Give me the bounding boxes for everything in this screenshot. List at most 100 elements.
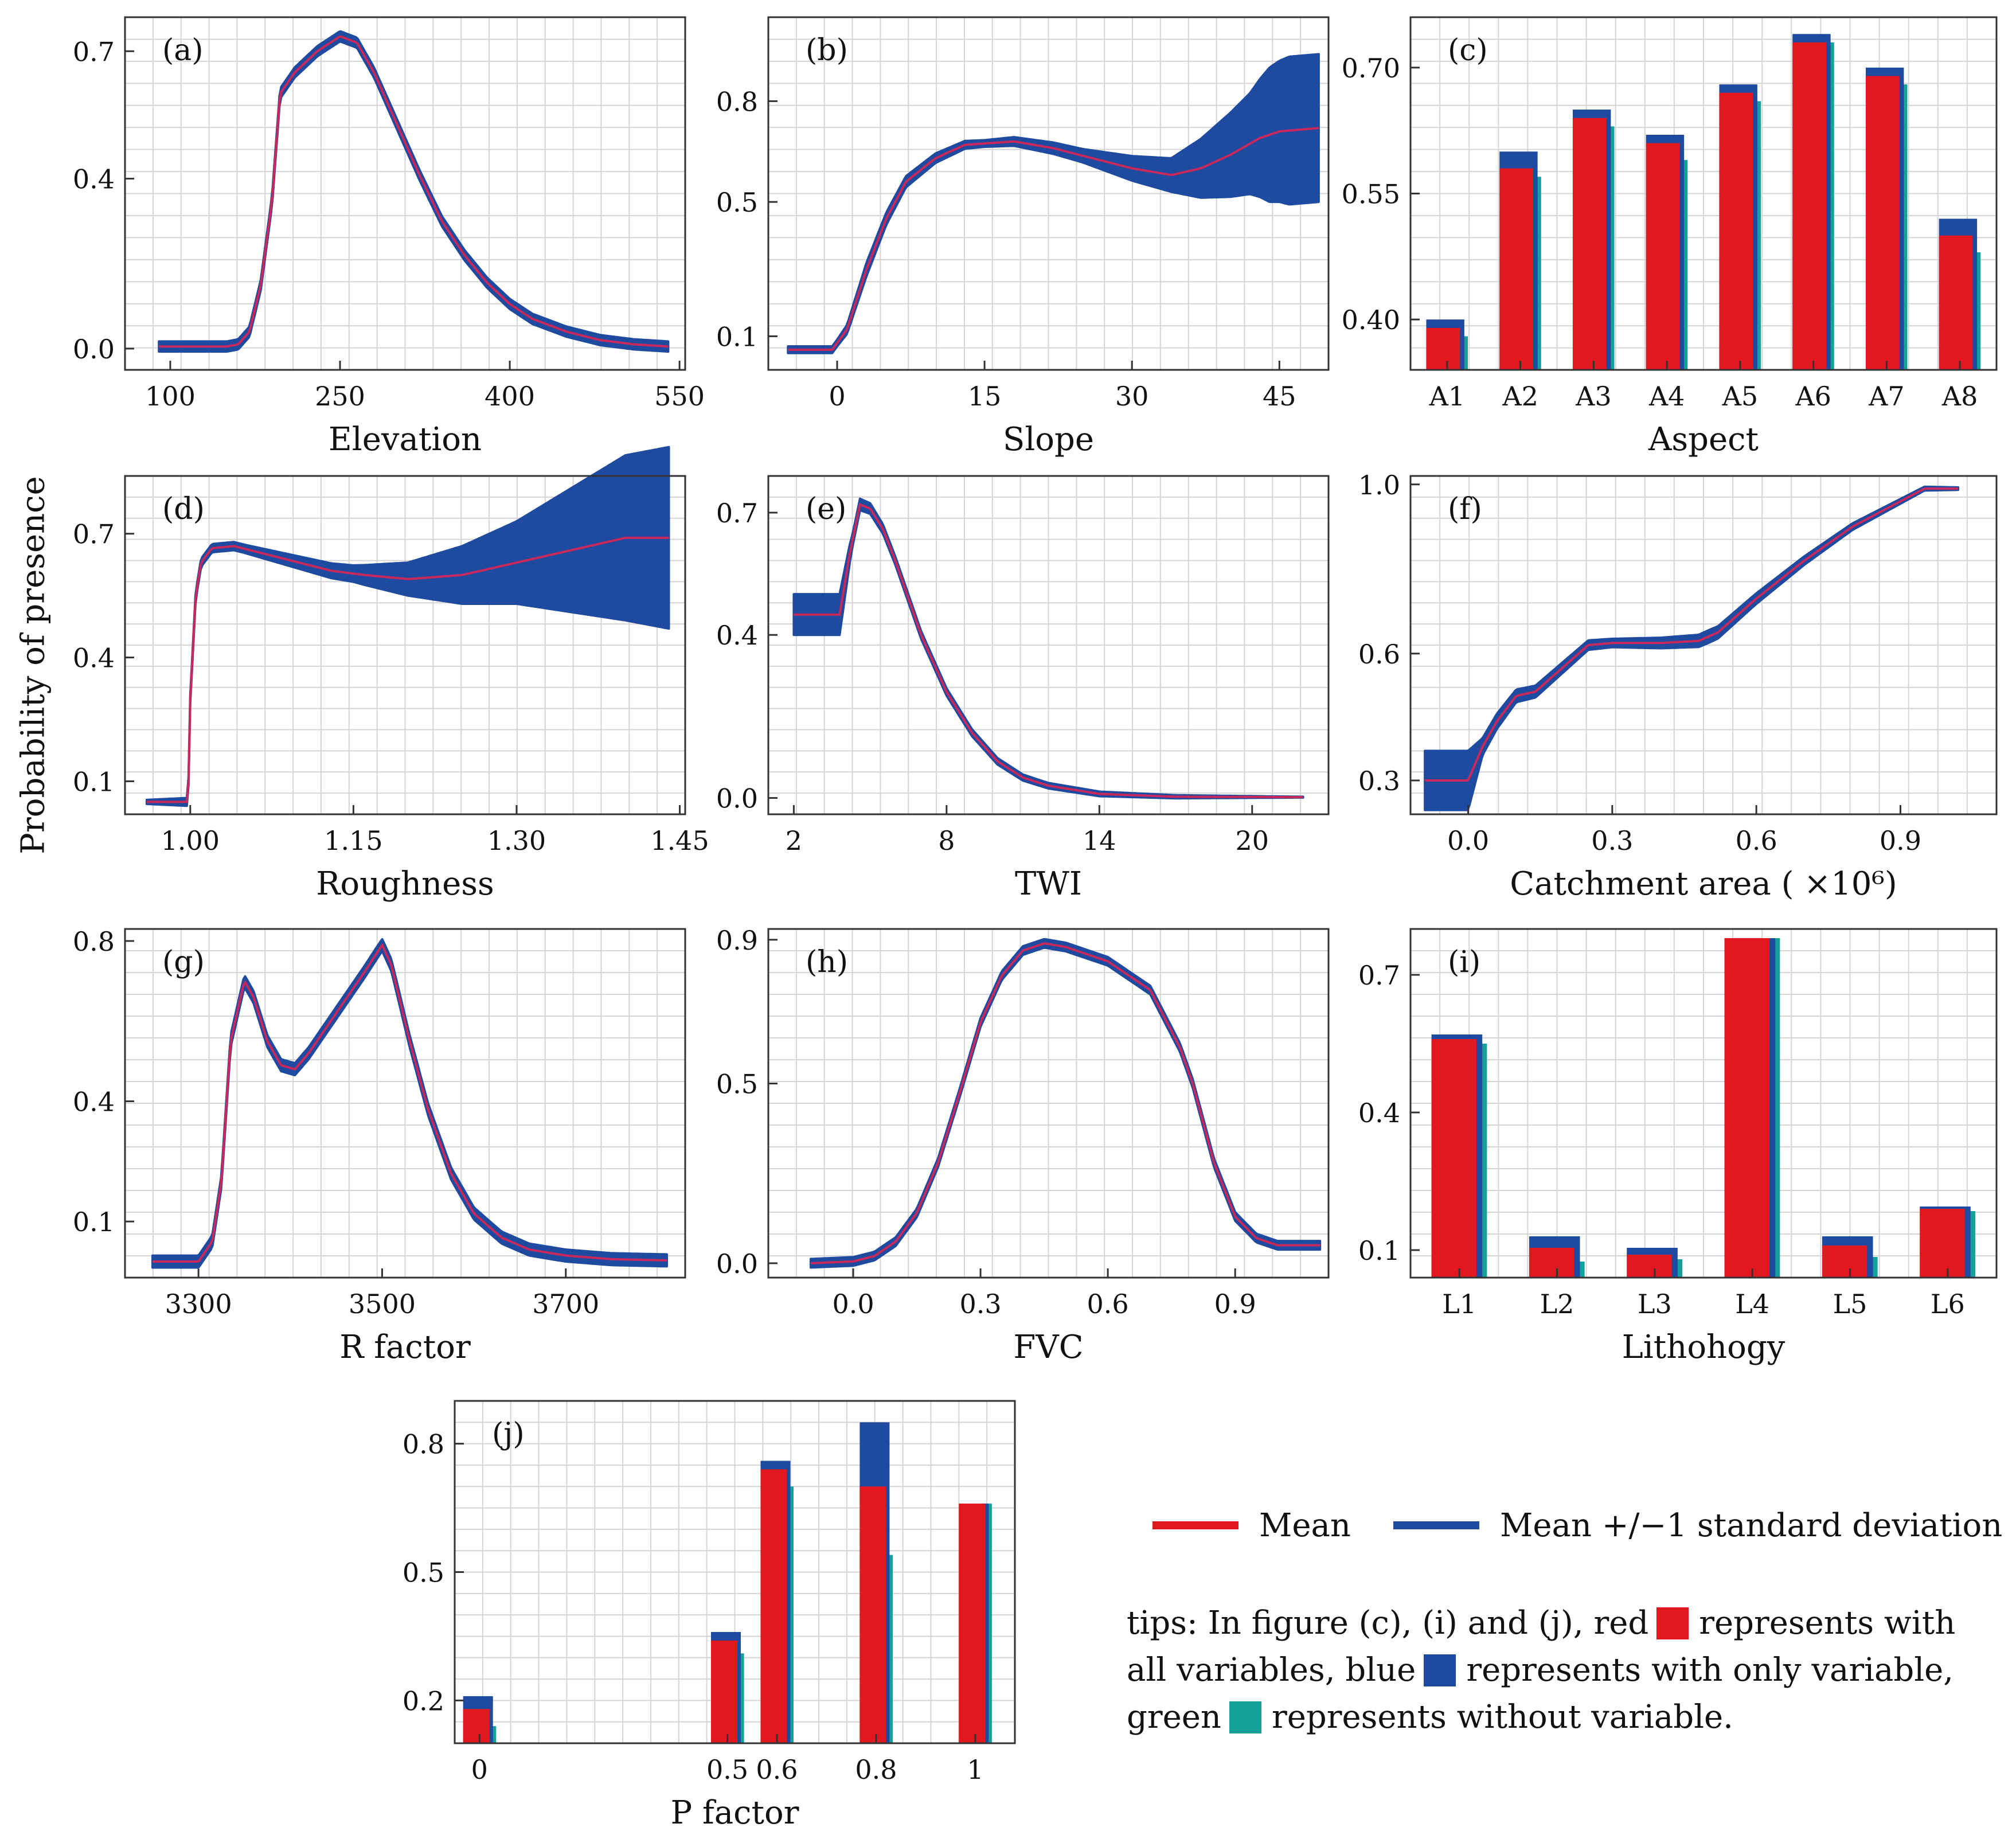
- x-tick-label: 0.6: [1087, 1289, 1129, 1319]
- x-tick-label: 1.45: [650, 825, 709, 856]
- x-tick-label: 1: [967, 1754, 983, 1785]
- x-tick-label: 0.6: [1736, 825, 1777, 856]
- legend-mean-label: Mean: [1259, 1506, 1351, 1544]
- y-tick-label: 0.8: [716, 86, 758, 117]
- y-tick-label: 0.7: [73, 519, 115, 550]
- mean-line-f: [1425, 487, 1958, 782]
- bar-group-i-L6: [1920, 1207, 1976, 1278]
- panel-j: 0.2 0.5 0.8 0 0.5 0.6 0.8 1 P factor (j): [403, 1400, 1016, 1832]
- bar-group-j-0: [463, 1696, 497, 1743]
- gridlines-h: [768, 929, 1329, 1278]
- sd-band-d: [145, 446, 670, 807]
- bar-all-variables: [1426, 327, 1460, 370]
- legend-mean: Mean: [1152, 1497, 1351, 1554]
- y-tick-label: 0.5: [403, 1557, 444, 1588]
- mean-line-b: [788, 127, 1319, 351]
- panel-g: 0.1 0.4 0.8 3300 3500 3700 R factor (g): [73, 926, 686, 1366]
- x-axis-label-e: TWI: [1015, 865, 1082, 903]
- x-tick-label: A5: [1722, 381, 1759, 412]
- y-axis-label-text: Probability of presence: [14, 476, 52, 854]
- legend: Mean Mean +/−1 standard deviation: [1141, 1497, 2002, 1565]
- panel-tag-a: (a): [162, 33, 204, 68]
- blue-swatch: [1424, 1654, 1456, 1686]
- x-axis-label-d: Roughness: [316, 865, 494, 903]
- mean-line-g: [153, 943, 667, 1263]
- bar-all-variables: [1724, 938, 1769, 1278]
- bar-all-variables: [1865, 76, 1900, 370]
- x-tick-label: 3500: [349, 1289, 416, 1319]
- bar-all-variables: [1431, 1039, 1476, 1278]
- x-tick-label: 0.9: [1214, 1289, 1256, 1319]
- bar-group-c-A4: [1646, 135, 1688, 370]
- bar-group-i-L1: [1431, 1034, 1487, 1278]
- y-tick-label: 0.3: [1358, 766, 1400, 796]
- panel-tag-j: (j): [492, 1417, 525, 1451]
- x-tick-label: 0.3: [1591, 825, 1633, 856]
- mean-line-e: [794, 503, 1303, 799]
- bar-group-c-A5: [1719, 84, 1761, 370]
- panel-tag-f: (f): [1448, 492, 1482, 526]
- gridlines-f: [1411, 476, 1997, 814]
- bar-all-variables: [1719, 92, 1753, 370]
- bar-all-variables: [1822, 1245, 1867, 1278]
- bar-all-variables: [711, 1640, 738, 1743]
- x-axis-label-a: Elevation: [329, 421, 482, 458]
- y-tick-label: 0.4: [73, 1087, 115, 1118]
- bar-all-variables: [859, 1486, 886, 1743]
- x-tick-label: 0.3: [959, 1289, 1001, 1319]
- x-tick-label: L1: [1442, 1289, 1476, 1319]
- y-tick-label: 0.9: [716, 925, 758, 956]
- bar-all-variables: [760, 1469, 787, 1743]
- panel-tag-e: (e): [806, 492, 846, 526]
- x-tick-label: 0.6: [756, 1754, 798, 1785]
- x-tick-label: A7: [1868, 381, 1905, 412]
- panel-tag-b: (b): [806, 33, 848, 68]
- x-axis-label-j: P factor: [671, 1794, 799, 1832]
- x-tick-label: 3700: [532, 1289, 599, 1319]
- sd-band-b: [787, 53, 1320, 354]
- x-axis-label-f: Catchment area ( ×10⁶): [1510, 865, 1897, 903]
- gridlines-g: [125, 929, 685, 1278]
- legend-sd-line: [1393, 1521, 1479, 1529]
- tips-text-1: tips: In figure (c), (i) and (j), red: [1127, 1604, 1649, 1642]
- bar-group-i-L5: [1822, 1236, 1878, 1278]
- x-tick-label: 1.00: [161, 825, 220, 856]
- x-tick-label: 100: [145, 381, 196, 412]
- x-tick-label: 15: [968, 381, 1002, 412]
- red-swatch: [1656, 1607, 1689, 1639]
- y-tick-label: 0.0: [716, 783, 758, 814]
- y-tick-label: 0.4: [1358, 1098, 1400, 1129]
- y-tick-label: 0.2: [403, 1685, 444, 1716]
- panel-h: 0.0 0.5 0.9 0.0 0.3 0.6 0.9 FVC (h): [716, 925, 1330, 1366]
- y-tick-label: 0.4: [716, 620, 758, 651]
- x-tick-label: 0.0: [1447, 825, 1489, 856]
- y-tick-label: 0.5: [716, 1069, 758, 1100]
- bar-group-c-A7: [1865, 67, 1908, 370]
- x-tick-label: 250: [315, 381, 365, 412]
- y-tick-label: 0.5: [716, 187, 758, 218]
- sd-band-h: [810, 938, 1322, 1269]
- x-tick-label: 30: [1115, 381, 1149, 412]
- x-axis-label-i: Lithohogy: [1622, 1329, 1786, 1366]
- y-tick-label: 0.4: [73, 164, 115, 195]
- y-tick-label: 0.1: [73, 1207, 115, 1237]
- bar-all-variables: [1499, 168, 1533, 370]
- bar-group-c-A6: [1792, 34, 1834, 370]
- x-tick-label: 45: [1263, 381, 1296, 412]
- mean-line-d: [146, 536, 669, 803]
- bar-all-variables: [1920, 1209, 1965, 1278]
- tips-text-3: represents with only variable, green: [1127, 1651, 1954, 1736]
- legend-sd: Mean +/−1 standard deviation: [1393, 1497, 2002, 1554]
- plot-frame-g: [124, 928, 686, 1279]
- y-tick-label: 0.0: [716, 1248, 758, 1279]
- x-tick-label: 1.15: [324, 825, 382, 856]
- tips-text-4: represents without variable.: [1271, 1699, 1733, 1736]
- x-tick-label: L6: [1931, 1289, 1965, 1319]
- panel-a: 0.0 0.4 0.7 100 250 400 550 Elevation (a): [73, 16, 705, 458]
- mean-line-a: [159, 35, 669, 348]
- y-tick-label: 0.7: [1358, 960, 1400, 991]
- x-tick-label: 3300: [165, 1289, 232, 1319]
- x-axis-label-b: Slope: [1003, 421, 1094, 458]
- y-tick-label: 0.1: [1358, 1235, 1400, 1266]
- y-tick-label: 0.7: [716, 498, 758, 529]
